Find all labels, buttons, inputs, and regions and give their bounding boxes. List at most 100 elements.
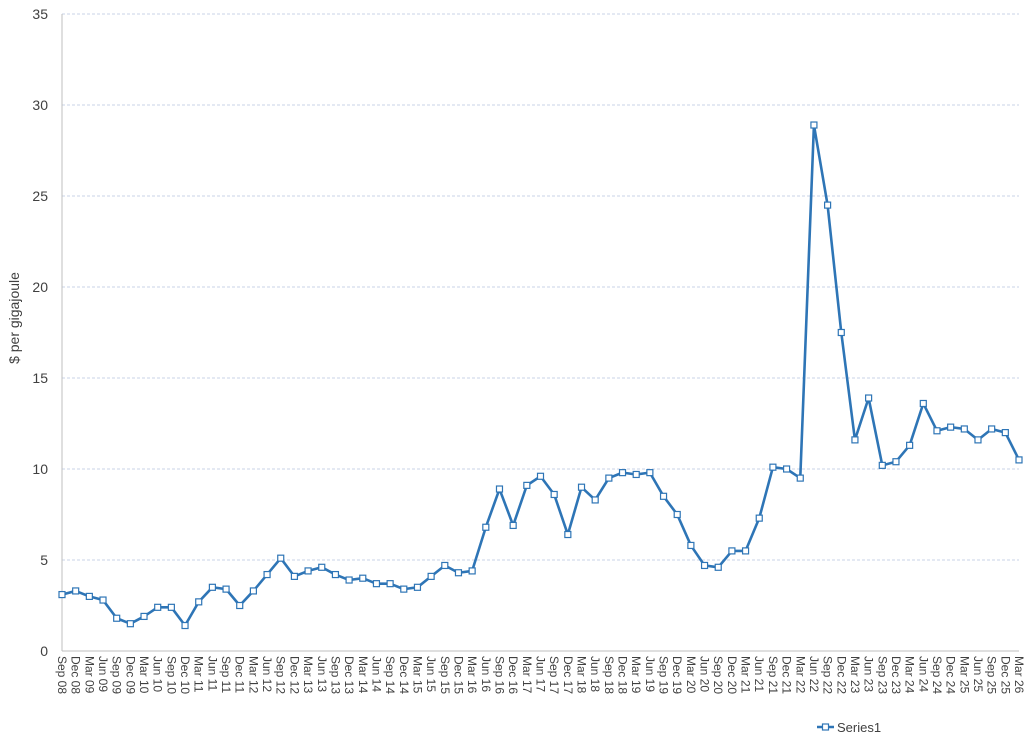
data-point [99,596,107,604]
data-point [318,563,326,571]
data-point [673,510,681,519]
data-point [167,603,175,611]
data-point [400,585,408,593]
x-tick-label: Dec 16 [506,656,520,694]
data-point [468,567,476,575]
data-point [865,394,873,402]
x-tick-label: Jun 13 [315,656,329,692]
x-tick-label: Jun 20 [698,656,712,692]
x-tick-label: Mar 11 [192,656,206,693]
y-tick-label: 15 [32,370,48,386]
x-tick-label: Dec 22 [834,656,848,694]
x-tick-label: Mar 09 [82,656,96,694]
data-point [536,472,545,480]
x-tick-label: Jun 14 [369,656,383,692]
data-point [974,436,982,444]
data-point [249,587,257,595]
x-tick-label: Mar 26 [1012,656,1026,694]
data-point [263,570,271,579]
x-tick-label: Dec 21 [780,656,794,694]
x-tick-label: Mar 14 [356,656,370,694]
x-tick-label: Mar 12 [246,656,260,694]
data-point [236,601,244,610]
x-tick-label: Mar 10 [137,656,151,694]
data-point [687,541,695,550]
x-tick-label: Jun 11 [205,656,219,691]
x-tick-label: Jun 24 [916,656,930,692]
x-tick-label: Sep 22 [821,656,835,694]
data-point [140,612,148,621]
x-tick-label: Mar 17 [520,656,534,694]
x-tick-label: Jun 12 [260,656,274,692]
data-point [906,441,914,449]
data-point [823,201,832,209]
y-axis-title: $ per gigajoule [6,272,22,364]
x-tick-label: Sep 11 [219,656,233,693]
x-tick-label: Sep 08 [55,656,69,694]
x-tick-label: Dec 24 [944,656,958,694]
x-tick-label: Jun 25 [971,656,985,692]
data-point [618,469,627,477]
x-tick-label: Mar 18 [575,656,589,694]
data-point [195,598,203,606]
x-tick-label: Dec 19 [670,656,684,694]
data-point [413,583,422,591]
data-point [208,583,216,591]
data-point [741,547,750,555]
x-tick-label: Sep 10 [164,656,178,694]
x-tick-label: Sep 09 [110,656,124,694]
x-tick-label: Dec 08 [69,656,83,694]
x-tick-label: Sep 25 [985,656,999,694]
data-point [509,521,517,530]
data-point [113,614,121,622]
x-tick-label: Mar 19 [629,656,643,694]
x-tick-label: Dec 20 [725,656,739,694]
data-point [810,121,818,129]
x-tick-label: Dec 15 [451,656,465,694]
data-point [714,563,722,571]
x-tick-label: Sep 17 [547,656,561,694]
data-point [755,514,763,522]
data-point [372,580,381,588]
x-tick-label: Jun 15 [424,656,438,692]
data-point [837,328,845,337]
x-tick-label: Dec 11 [233,656,247,693]
data-point [878,461,886,469]
axes [61,14,1019,652]
x-tick-label: Sep 13 [328,656,342,694]
y-tick-label: 35 [32,6,48,22]
y-tick-label: 0 [40,643,48,659]
x-tick-label: Jun 16 [479,656,493,692]
x-tick-label: Sep 21 [766,656,780,694]
y-tick-labels: 0 5 10 15 20 25 30 35 [32,6,48,659]
x-tick-label: Jun 22 [807,656,821,692]
x-tick-label: Sep 12 [274,656,288,694]
data-point [646,469,654,477]
x-tick-label: Mar 15 [410,656,424,694]
data-point [988,425,996,433]
data-point [523,481,531,489]
x-tick-labels: Sep 08 Dec 08 Mar 09 Jun 09 Sep 09 Dec 09 Mar … [55,656,1026,694]
x-tick-label: Jun 18 [588,656,602,692]
data-point [277,554,285,562]
x-tick-label: Mar 23 [848,656,862,694]
x-tick-label: Mar 22 [793,656,807,694]
x-tick-label: Dec 13 [342,656,356,694]
data-point [933,427,941,435]
data-point [1001,429,1009,437]
data-point [947,423,955,431]
x-tick-label: Sep 19 [657,656,671,694]
data-point [154,603,162,611]
data-point [304,567,312,575]
x-tick-label: Mar 25 [957,656,971,694]
x-tick-label: Dec 09 [123,656,137,694]
data-point [851,436,859,444]
x-tick-label: Jun 10 [151,656,165,692]
data-point [345,576,353,584]
data-point [659,492,668,500]
series [58,121,1023,630]
x-tick-label: Dec 23 [889,656,903,694]
x-tick-label: Sep 20 [711,656,725,694]
